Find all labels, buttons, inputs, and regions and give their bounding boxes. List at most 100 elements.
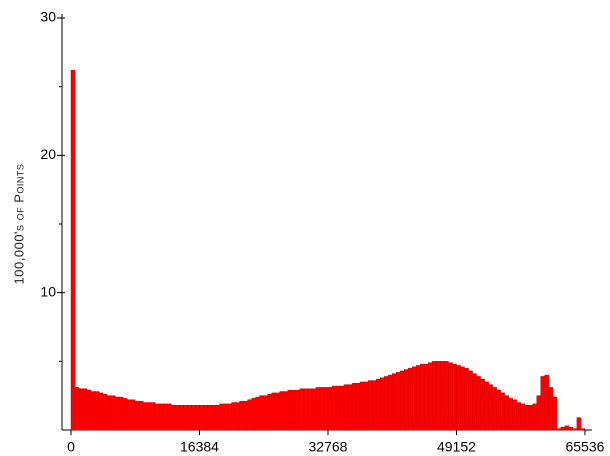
bar xyxy=(359,381,365,431)
bar xyxy=(155,403,160,431)
bar xyxy=(508,398,513,431)
bar xyxy=(404,369,409,431)
bar xyxy=(134,400,140,431)
bar xyxy=(307,388,313,431)
bar xyxy=(496,389,501,431)
bar xyxy=(203,405,208,431)
bar xyxy=(331,385,337,431)
bar xyxy=(94,391,100,431)
x-tick-label: 65536 xyxy=(565,439,604,455)
bar xyxy=(544,374,550,431)
bar xyxy=(227,403,232,431)
bar xyxy=(536,395,542,431)
bar xyxy=(243,400,248,431)
bar xyxy=(106,395,112,431)
bar xyxy=(235,402,240,431)
y-tick-label: 20 xyxy=(40,146,56,162)
bar xyxy=(428,362,433,431)
bar xyxy=(512,399,517,431)
bar xyxy=(98,392,104,431)
x-tick-label: 16384 xyxy=(180,439,219,455)
bar xyxy=(375,378,381,431)
bar xyxy=(452,363,457,431)
bar xyxy=(259,395,264,431)
bar xyxy=(231,402,236,431)
bar xyxy=(247,399,252,431)
bar xyxy=(412,366,417,431)
bar xyxy=(183,405,188,431)
bar xyxy=(327,387,333,431)
bar xyxy=(416,365,421,431)
bar xyxy=(223,403,228,431)
bar xyxy=(476,376,481,431)
bar xyxy=(363,381,369,431)
bar xyxy=(110,395,116,431)
bar xyxy=(383,376,389,431)
bar xyxy=(122,398,128,431)
bar xyxy=(299,388,305,431)
bar xyxy=(187,405,192,431)
bar xyxy=(255,396,260,431)
y-tick-label: 10 xyxy=(40,283,56,299)
bar xyxy=(130,399,136,431)
bar xyxy=(199,405,204,431)
bar xyxy=(420,363,425,431)
bar xyxy=(472,373,477,431)
bar xyxy=(387,374,393,431)
bar xyxy=(78,388,84,431)
bar xyxy=(118,396,124,431)
bar xyxy=(367,380,373,431)
bar xyxy=(504,395,509,431)
bar xyxy=(159,403,164,431)
bar xyxy=(70,69,76,431)
bar xyxy=(139,400,144,431)
bar xyxy=(303,388,309,431)
bar xyxy=(283,391,289,431)
bar xyxy=(572,428,578,431)
bar xyxy=(580,428,586,431)
bar xyxy=(323,387,329,431)
bar xyxy=(444,361,449,431)
bar xyxy=(556,428,562,431)
bar xyxy=(500,392,505,431)
bar xyxy=(143,402,148,431)
bar xyxy=(335,385,341,431)
bar xyxy=(371,380,377,431)
bar xyxy=(448,362,453,431)
bar xyxy=(408,367,413,431)
bar xyxy=(576,417,582,431)
bar xyxy=(163,403,168,431)
bar xyxy=(219,403,224,431)
bar xyxy=(167,403,172,431)
bar xyxy=(339,385,345,431)
bar xyxy=(516,402,521,431)
bar xyxy=(395,372,401,431)
bar xyxy=(74,387,80,431)
bar xyxy=(126,399,132,431)
bar xyxy=(271,392,277,431)
bar xyxy=(175,405,180,431)
bar xyxy=(355,383,361,431)
bar xyxy=(484,381,489,431)
bar xyxy=(568,427,574,431)
y-tick-label: 30 xyxy=(40,9,56,25)
bar xyxy=(251,398,256,431)
bar xyxy=(480,378,485,431)
bar xyxy=(391,373,397,431)
bar xyxy=(315,387,321,431)
bar xyxy=(540,376,546,431)
bar xyxy=(82,388,88,431)
bar xyxy=(524,405,529,431)
bar xyxy=(460,366,465,431)
bar xyxy=(207,405,212,431)
bar xyxy=(319,387,325,431)
bar xyxy=(239,400,244,431)
bar xyxy=(211,405,216,431)
bar xyxy=(488,384,493,431)
bar xyxy=(436,361,441,431)
bar xyxy=(440,361,445,431)
bar xyxy=(275,392,281,431)
x-tick-label: 0 xyxy=(67,439,75,455)
bar xyxy=(548,387,554,431)
